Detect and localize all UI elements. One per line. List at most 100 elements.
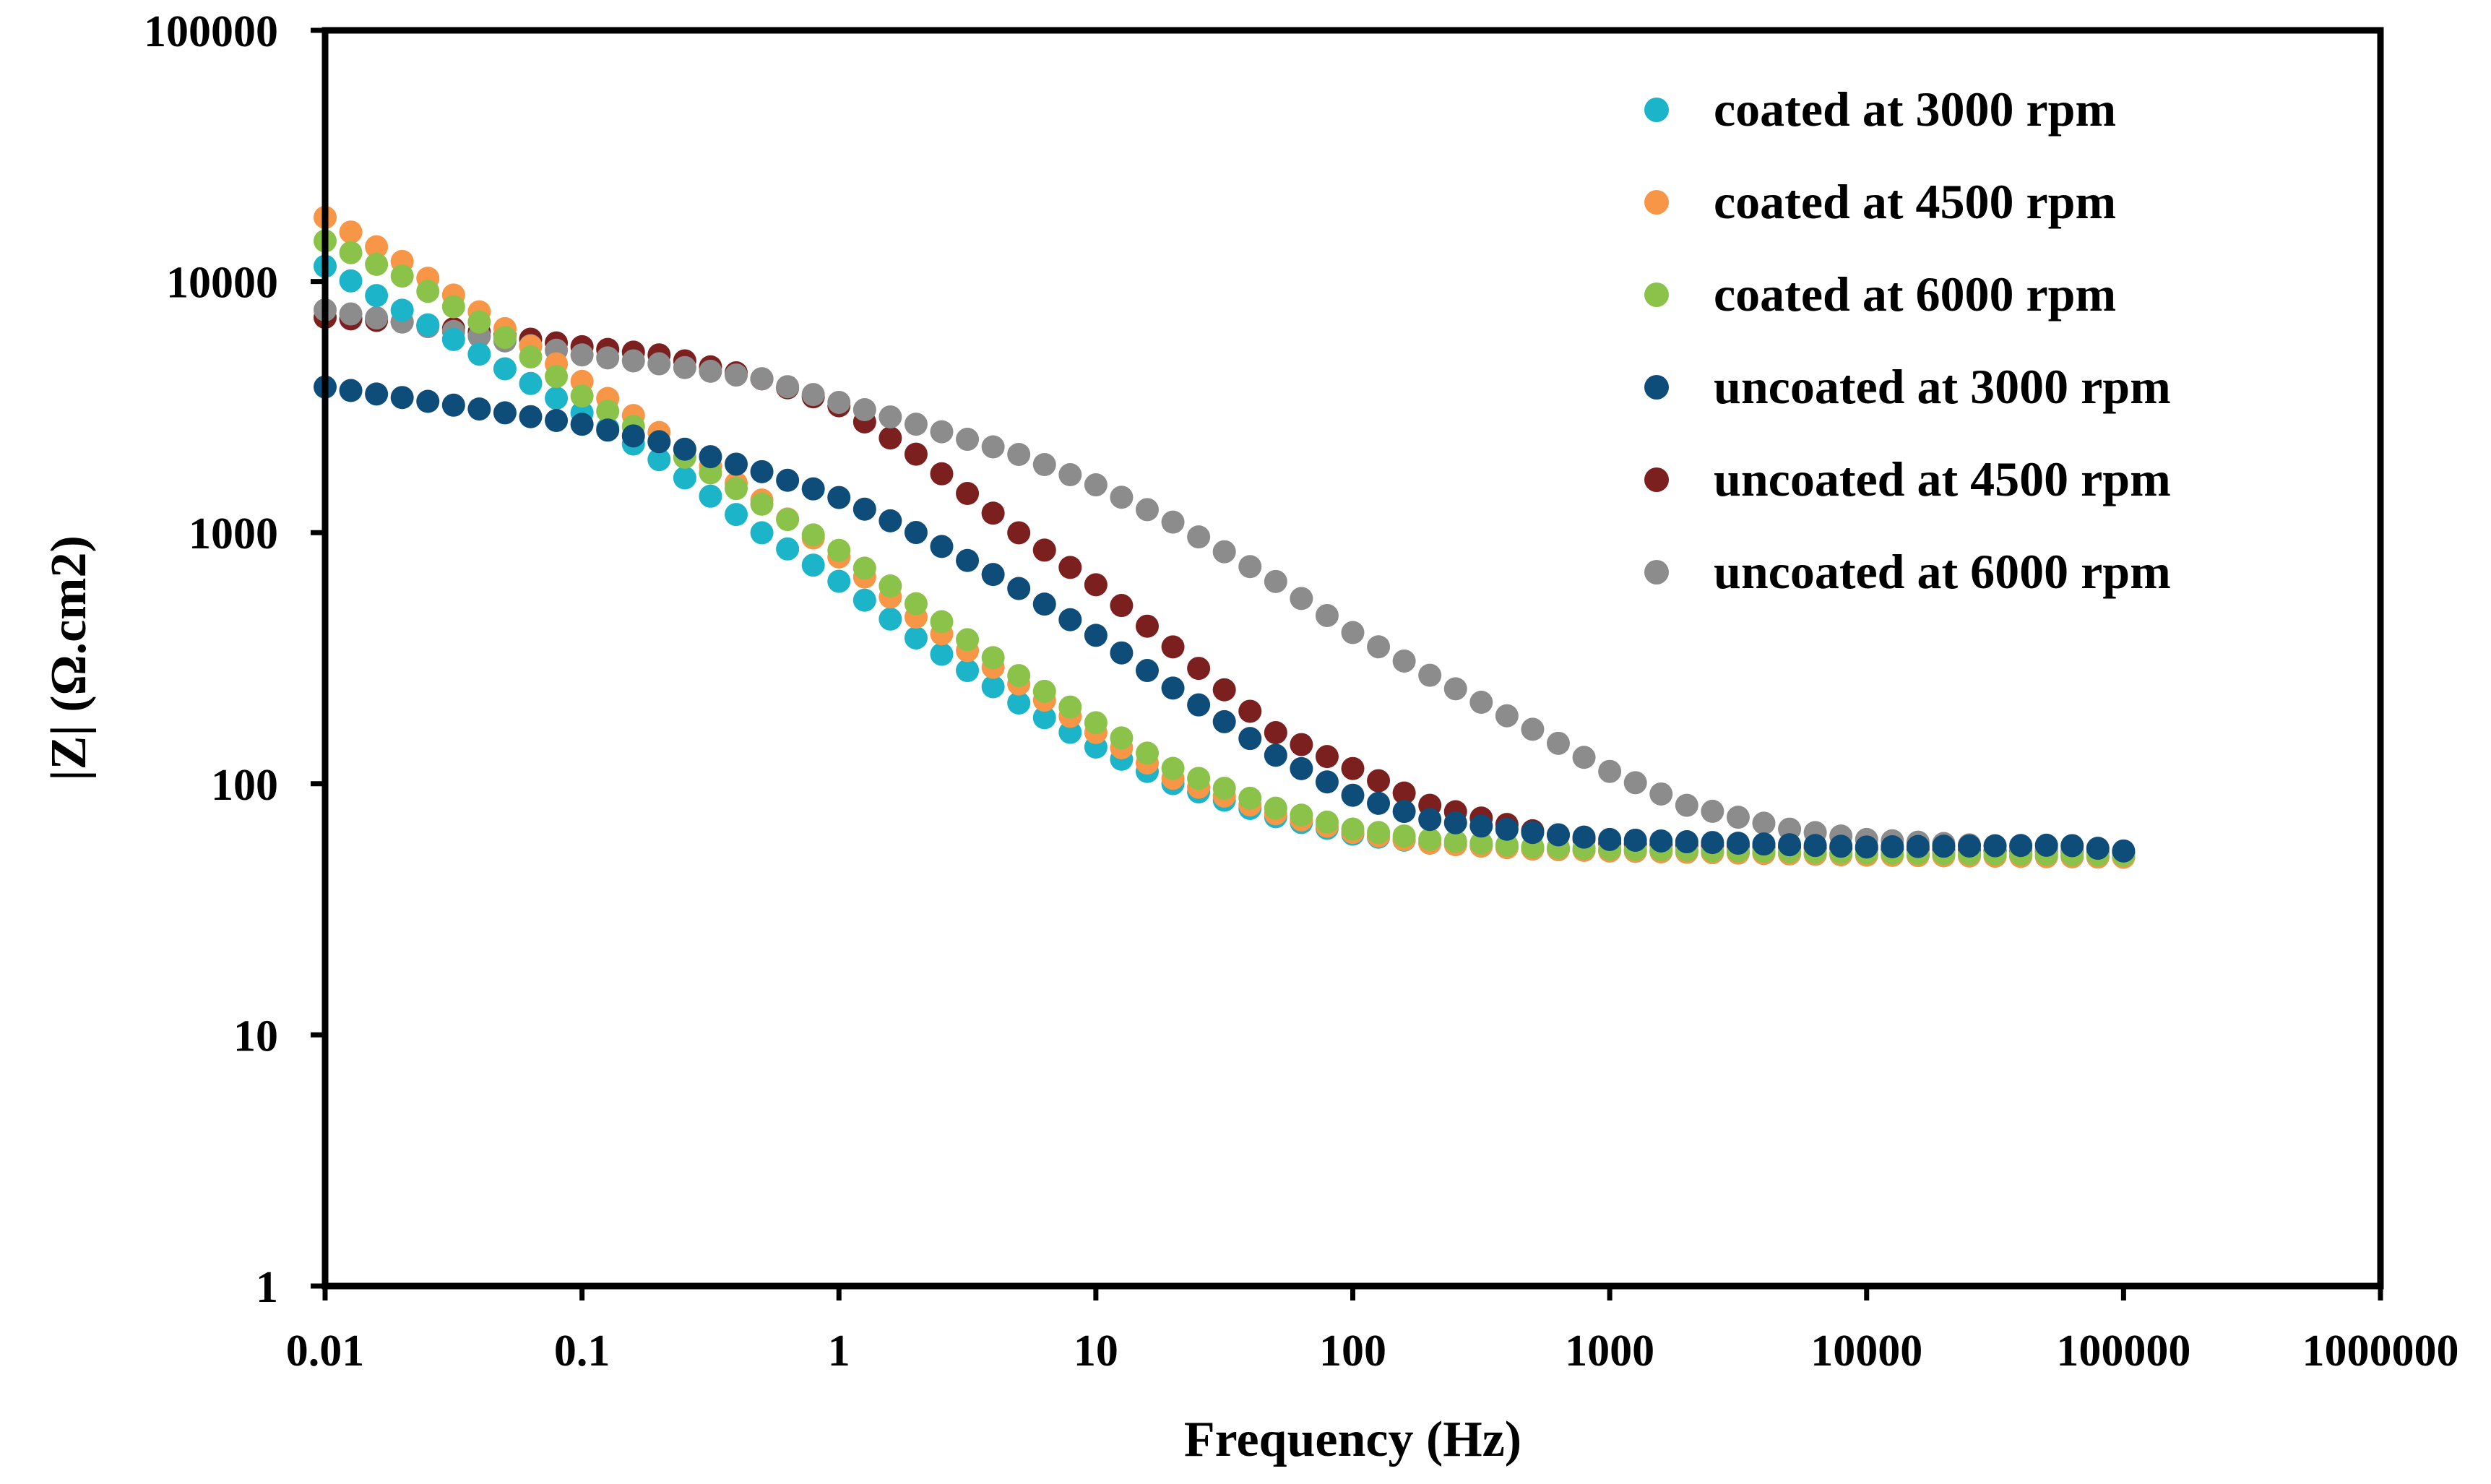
data-point	[1290, 587, 1313, 611]
data-point	[1212, 709, 1236, 733]
data-point	[1392, 649, 1416, 673]
data-point	[621, 424, 645, 448]
data-point	[956, 482, 980, 506]
data-point	[365, 252, 389, 276]
data-point	[365, 235, 389, 259]
data-point	[1341, 621, 1365, 644]
data-point	[956, 628, 980, 652]
data-point	[1238, 786, 1262, 810]
data-point	[699, 484, 722, 508]
data-point	[1315, 603, 1339, 627]
data-point	[1007, 442, 1031, 466]
data-point	[390, 264, 414, 288]
data-point	[878, 405, 902, 429]
data-point	[981, 675, 1005, 699]
data-point	[1829, 834, 1853, 858]
data-point	[852, 398, 876, 422]
data-points	[314, 205, 2136, 869]
data-point	[827, 569, 851, 593]
data-point	[1367, 791, 1391, 815]
data-point	[1238, 727, 1262, 751]
data-point	[416, 389, 440, 413]
data-point	[647, 430, 671, 454]
data-point	[699, 359, 722, 383]
data-point	[1932, 834, 1956, 858]
legend-label: uncoated at 4500 rpm	[1714, 452, 2171, 506]
data-point	[1032, 538, 1056, 562]
data-point	[904, 413, 928, 436]
data-point	[1161, 676, 1185, 700]
data-point	[2060, 834, 2084, 858]
data-point	[1443, 829, 1467, 853]
data-point	[1418, 663, 1442, 687]
data-point	[339, 379, 363, 402]
data-point	[852, 497, 876, 521]
data-point	[1187, 693, 1211, 717]
data-point	[930, 642, 954, 666]
data-point	[1649, 829, 1673, 853]
data-point	[1084, 711, 1108, 735]
data-point	[776, 375, 800, 399]
legend-marker	[1644, 375, 1669, 400]
data-point	[930, 420, 954, 444]
data-point	[519, 345, 543, 369]
data-point	[981, 435, 1005, 459]
data-point	[545, 387, 569, 410]
data-point	[673, 437, 696, 461]
y-tick-label: 1000	[189, 509, 278, 558]
data-point	[930, 610, 954, 634]
data-point	[725, 503, 748, 527]
data-point	[1110, 726, 1134, 750]
data-point	[1547, 731, 1570, 755]
data-point	[1264, 721, 1287, 745]
data-point	[776, 468, 800, 492]
data-point	[1881, 834, 1904, 858]
data-point	[1007, 691, 1031, 715]
data-point	[467, 342, 491, 366]
data-point	[1701, 799, 1724, 823]
data-point	[1110, 486, 1134, 509]
data-point	[776, 508, 800, 532]
data-point	[956, 659, 980, 683]
data-point	[2034, 833, 2058, 857]
data-point	[878, 509, 902, 532]
data-point	[1367, 635, 1391, 659]
y-tick-label: 100	[211, 761, 278, 810]
data-point	[1110, 641, 1134, 665]
data-point	[545, 365, 569, 389]
data-point	[930, 462, 954, 486]
x-axis-title: Frequency (Hz)	[1184, 1412, 1521, 1467]
data-point	[1341, 817, 1365, 841]
data-point	[801, 523, 825, 547]
x-tick-label: 10	[1074, 1326, 1118, 1376]
data-point	[1212, 540, 1236, 564]
data-point	[1495, 833, 1519, 857]
data-point	[776, 537, 800, 561]
legend-label: coated at 4500 rpm	[1714, 174, 2116, 229]
data-point	[852, 588, 876, 612]
data-point	[1469, 832, 1493, 855]
data-point	[904, 521, 928, 545]
data-point	[570, 343, 594, 367]
legend-label: uncoated at 6000 rpm	[1714, 544, 2171, 599]
data-point	[365, 284, 389, 308]
data-point	[1084, 473, 1108, 497]
data-point	[441, 393, 465, 417]
data-point	[545, 408, 569, 432]
data-point	[647, 448, 671, 472]
data-point	[725, 477, 748, 501]
x-tick-label: 10000	[1810, 1326, 1922, 1376]
data-point	[981, 563, 1005, 587]
data-point	[596, 346, 620, 370]
data-point	[852, 556, 876, 580]
data-point	[1392, 781, 1416, 805]
data-point	[1264, 796, 1287, 820]
data-point	[1675, 830, 1698, 854]
data-point	[1341, 783, 1365, 807]
data-point	[1701, 831, 1724, 855]
legend-label: coated at 3000 rpm	[1714, 82, 2116, 137]
data-point	[930, 535, 954, 558]
data-point	[1136, 741, 1159, 765]
data-point	[1983, 834, 2007, 858]
